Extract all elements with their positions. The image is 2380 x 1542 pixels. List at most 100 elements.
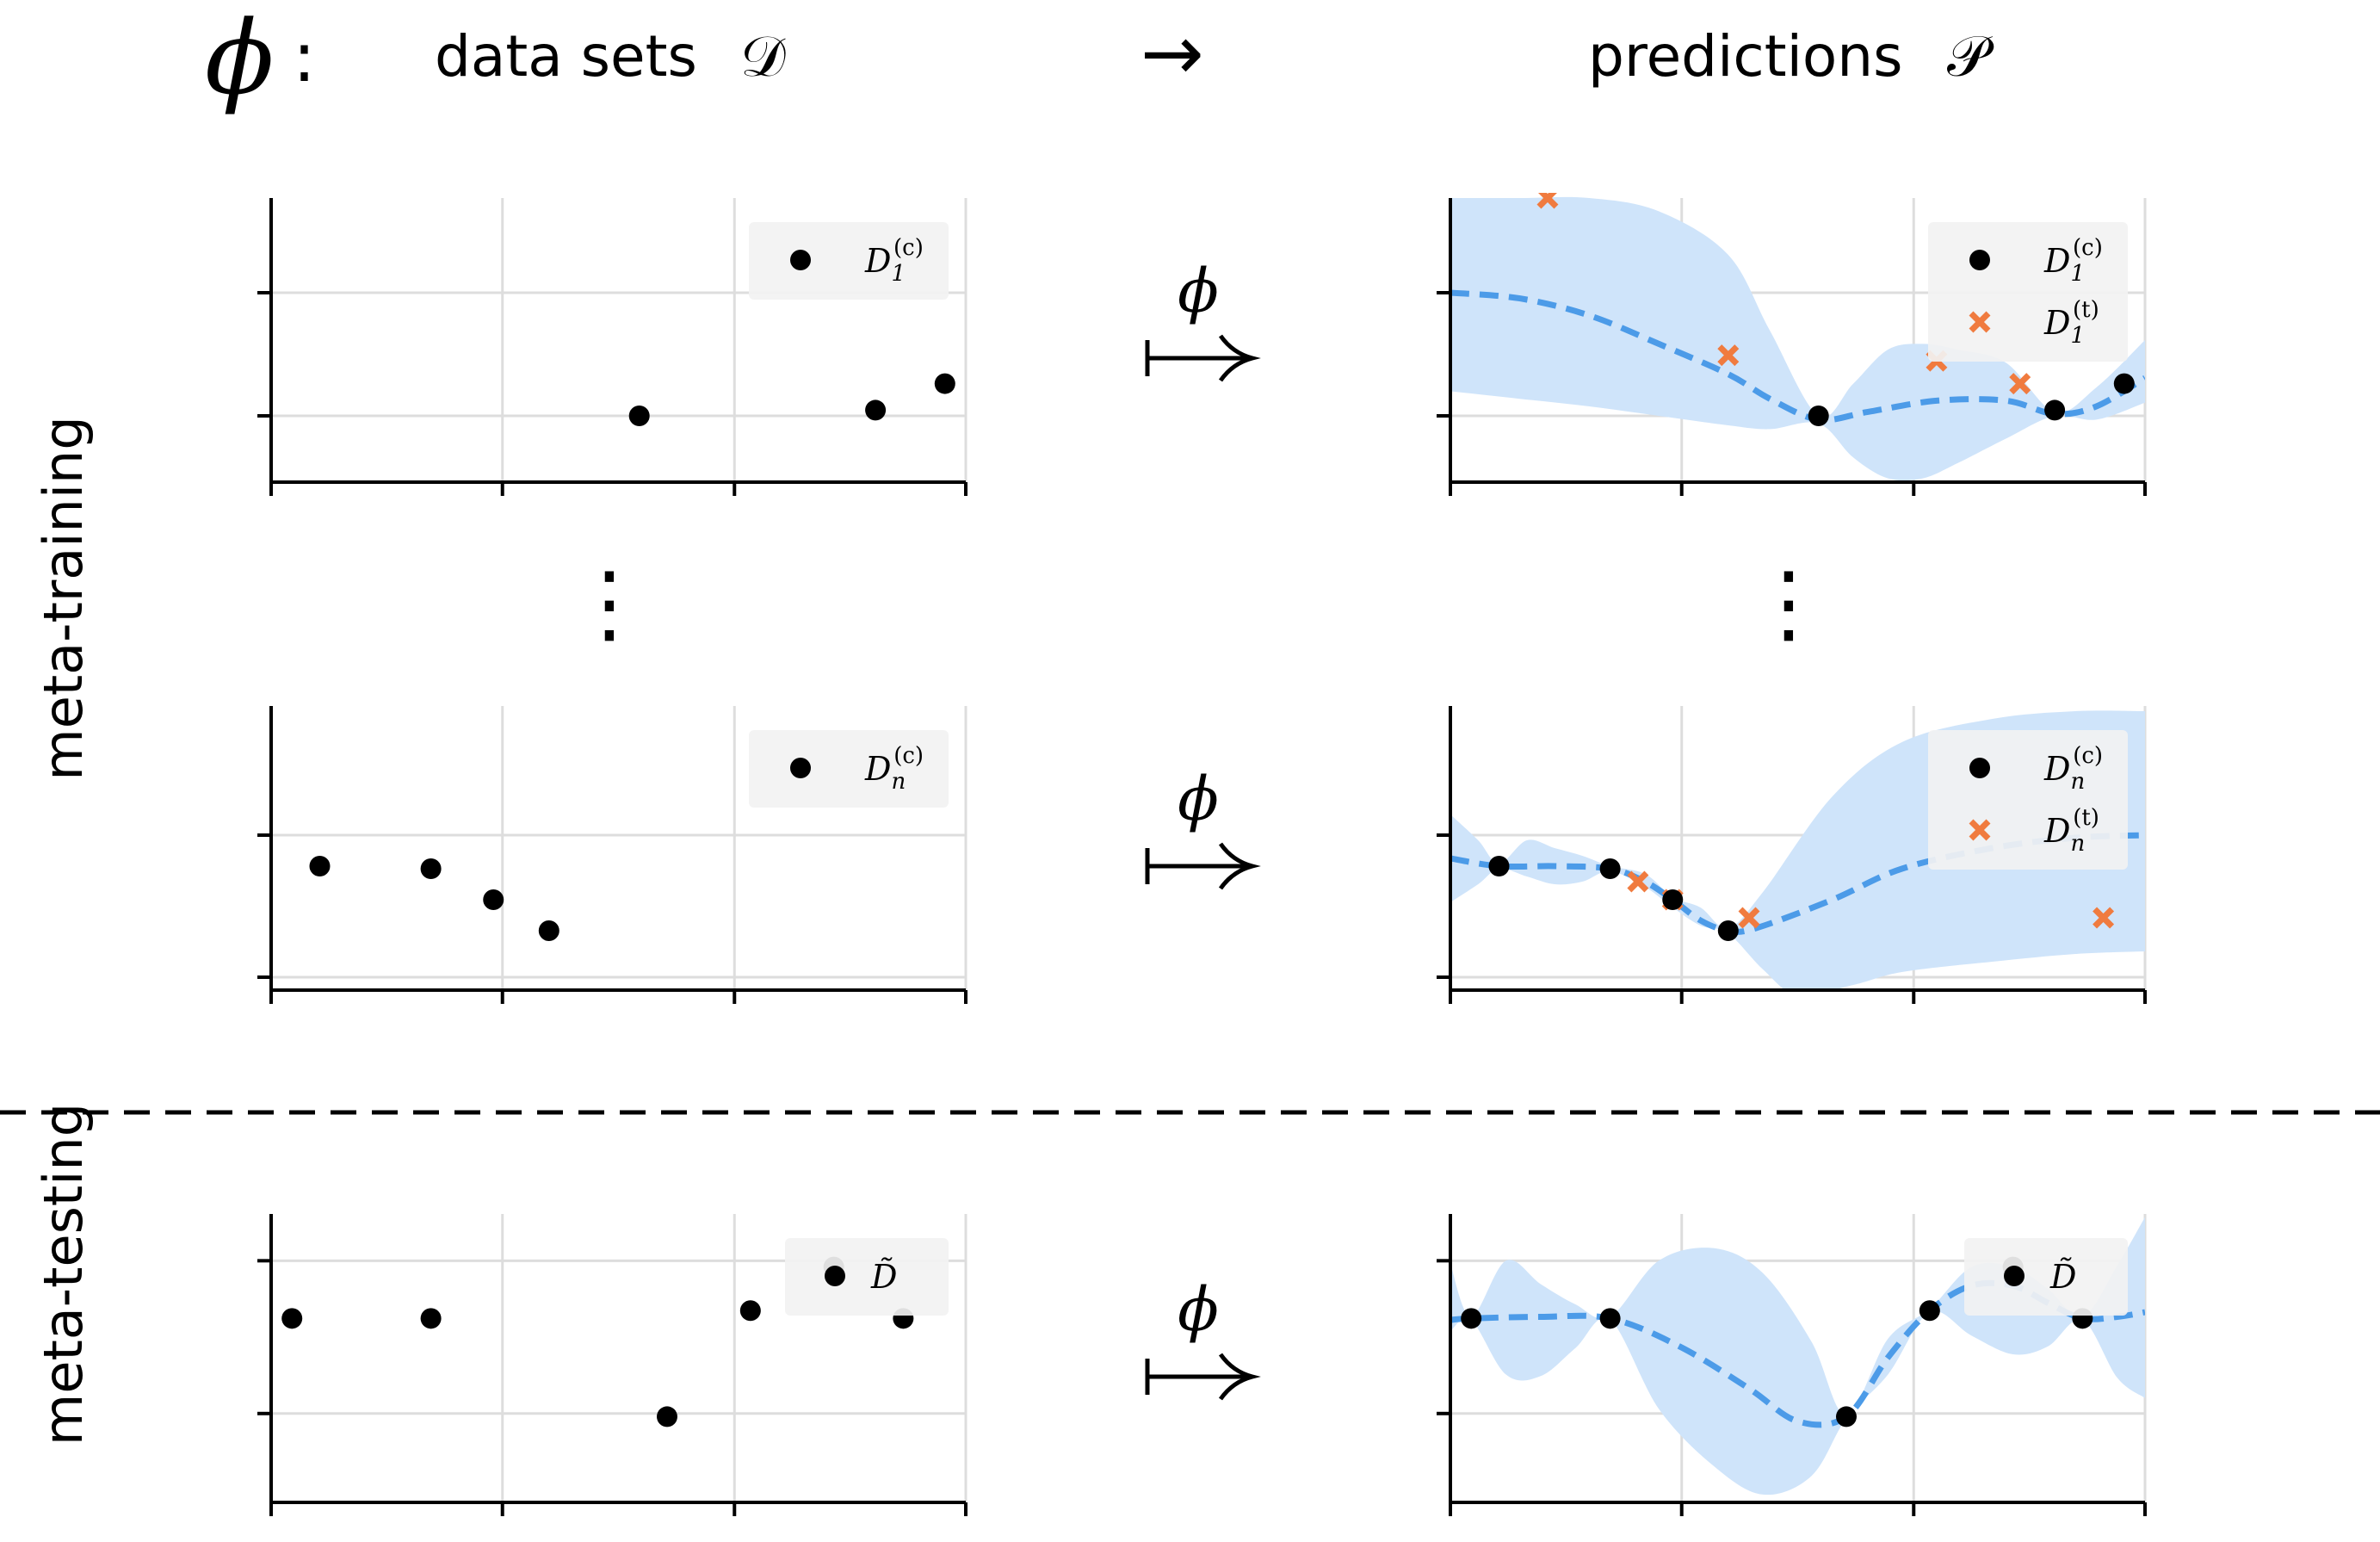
datasets-symbol: 𝒟 <box>740 23 786 90</box>
plot-area <box>628 373 955 426</box>
legend: Dn(c) <box>749 730 949 808</box>
legend-label-sub: 1 <box>2070 261 2085 287</box>
context-point <box>739 1300 761 1322</box>
legend-label-base: D <box>2043 242 2070 280</box>
ellipsis-pred: ⋮ <box>1746 553 1832 653</box>
context-point <box>420 858 442 879</box>
context-point <box>1461 1308 1482 1329</box>
ellipsis-data: ⋮ <box>566 553 652 653</box>
datasets-label: data sets <box>435 23 697 90</box>
context-point <box>1808 406 1829 426</box>
panel-row1-pred: D1(c)D1(t) <box>1437 193 2147 496</box>
mapsto-rown: ϕ <box>1145 764 1261 890</box>
context-point <box>1919 1300 1940 1322</box>
mapsto-arrow <box>1145 334 1261 382</box>
legend-label: D1(c) <box>2043 235 2103 287</box>
context-point <box>628 406 650 426</box>
legend-label-sup: (c) <box>2073 235 2103 261</box>
context-point <box>1599 1308 1621 1329</box>
phi-symbol: ϕ <box>205 0 274 117</box>
legend-label: D1(t) <box>2043 297 2099 349</box>
legend-entry: D̃ <box>2004 1258 2076 1296</box>
mapsto-arrow <box>1145 1353 1261 1401</box>
legend-label-sub: n <box>2070 769 2085 795</box>
target-point <box>1627 870 1649 893</box>
legend-entry: D1(t) <box>1969 297 2099 349</box>
mapsto-arrow <box>1145 842 1261 890</box>
target-point <box>2009 373 2031 395</box>
plot-area <box>1450 193 2145 481</box>
predictions-label: predictions <box>1588 23 1903 90</box>
legend: D1(c) <box>749 222 949 300</box>
legend-dot-marker <box>1969 250 1990 270</box>
legend-entry: Dn(c) <box>1969 743 2103 795</box>
legend-label-sup: (c) <box>893 235 924 261</box>
context-point <box>934 373 955 394</box>
legend-dot-marker <box>790 250 811 270</box>
legend-label-sub: n <box>2070 831 2085 857</box>
legend-label-base: D <box>864 750 891 788</box>
legend-dot-marker <box>1969 758 1990 778</box>
legend-label-sub: 1 <box>891 261 906 287</box>
legend-entry: D̃ <box>825 1258 897 1296</box>
legend-label-base: D̃ <box>870 1258 897 1296</box>
legend-entry: D1(c) <box>790 235 924 287</box>
legend-dot-marker <box>790 758 811 778</box>
context-point <box>1717 920 1739 941</box>
legend-label-base: D <box>2043 812 2070 850</box>
legend-entry: D1(c) <box>1969 235 2103 287</box>
legend: D̃ <box>1964 1238 2128 1316</box>
legend-cross-marker <box>1969 819 1991 841</box>
legend-label-sup: (t) <box>2073 805 2099 831</box>
mapsto-phi: ϕ <box>1178 256 1219 326</box>
target-point <box>1717 344 1740 367</box>
mapsto-phi: ϕ <box>1178 764 1219 834</box>
legend-box <box>749 222 949 300</box>
mapsto-phi: ϕ <box>1178 1274 1219 1345</box>
context-point <box>538 920 559 941</box>
mapsto-row1: ϕ <box>1145 256 1261 382</box>
legend-label-base: D <box>864 242 891 280</box>
legend-box <box>749 730 949 808</box>
meta-testing-label: meta-testing <box>32 1103 95 1446</box>
target-point <box>1536 193 1559 209</box>
legend-entry: Dn(t) <box>1969 805 2099 857</box>
legend-label-base: D <box>2043 304 2070 342</box>
mapsto-test: ϕ <box>1145 1274 1261 1401</box>
target-point <box>2093 907 2115 929</box>
legend: Dn(c)Dn(t) <box>1928 730 2128 870</box>
legend-dot-marker <box>825 1266 845 1286</box>
legend-label-base: D <box>2043 750 2070 788</box>
legend-label-base: D̃ <box>2049 1258 2076 1296</box>
predictive-mean-line <box>1450 1279 2145 1428</box>
context-point <box>2044 399 2066 421</box>
panel-test-data: D̃ <box>257 1214 967 1516</box>
target-point <box>1738 907 1760 929</box>
context-point <box>1835 1406 1857 1427</box>
panel-rown-data: Dn(c) <box>257 706 967 1004</box>
legend-label: D̃ <box>870 1258 897 1296</box>
legend-label: D̃ <box>2049 1258 2076 1296</box>
legend-label: D1(c) <box>864 235 924 287</box>
legend-dot-marker <box>2004 1266 2025 1286</box>
legend-box <box>785 1238 949 1316</box>
panel-rown-pred: Dn(c)Dn(t) <box>1437 706 2147 1004</box>
legend-label-sub: 1 <box>2070 323 2085 349</box>
legend-cross-marker <box>1969 311 1991 333</box>
meta-training-label: meta-training <box>32 416 95 780</box>
legend: D̃ <box>785 1238 949 1316</box>
legend-label-sup: (c) <box>893 743 924 769</box>
plot-area <box>309 856 559 941</box>
context-point <box>281 1308 303 1329</box>
panel-test-pred: D̃ <box>1437 1214 2147 1516</box>
legend: D1(c)D1(t) <box>1928 222 2128 362</box>
context-point <box>656 1406 677 1427</box>
context-point <box>2113 373 2135 394</box>
legend-label: Dn(t) <box>2043 805 2099 857</box>
predictions-symbol: 𝒫 <box>1947 23 1994 90</box>
legend-box <box>1964 1238 2128 1316</box>
legend-label: Dn(c) <box>2043 743 2103 795</box>
context-point <box>420 1308 442 1329</box>
context-point <box>865 399 887 421</box>
